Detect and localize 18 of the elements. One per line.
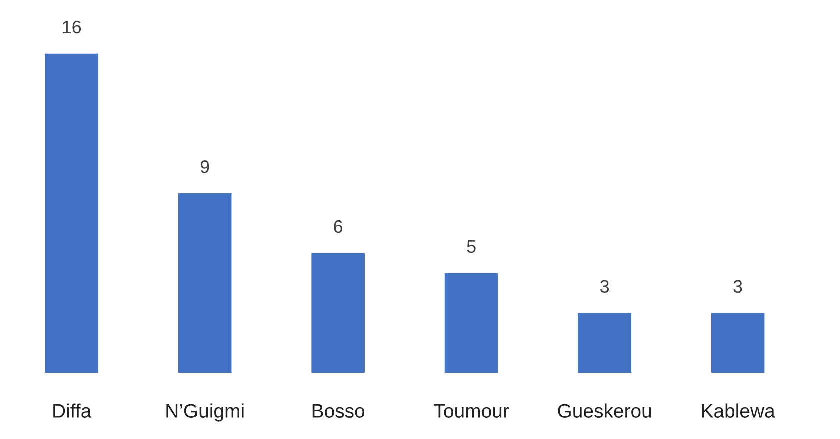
bar — [178, 194, 232, 374]
data-label: 16 — [63, 20, 82, 34]
x-tick-label: Toumour — [434, 404, 510, 418]
x-tick-label: Bosso — [312, 404, 365, 418]
x-tick-label: Diffa — [54, 404, 92, 418]
x-tick-label: Kablewa — [702, 404, 776, 418]
data-label: 9 — [200, 160, 210, 174]
bar — [312, 253, 365, 374]
bar — [578, 313, 632, 374]
data-label: 5 — [467, 240, 476, 254]
data-label: 3 — [600, 280, 610, 294]
x-tick-label: N’Guigmi — [166, 404, 244, 422]
data-label: 6 — [334, 220, 343, 234]
data-label: 3 — [734, 280, 742, 294]
bar — [45, 54, 98, 374]
bar — [711, 313, 765, 374]
x-tick-label: Gueskerou — [558, 404, 652, 418]
bar — [444, 273, 498, 374]
